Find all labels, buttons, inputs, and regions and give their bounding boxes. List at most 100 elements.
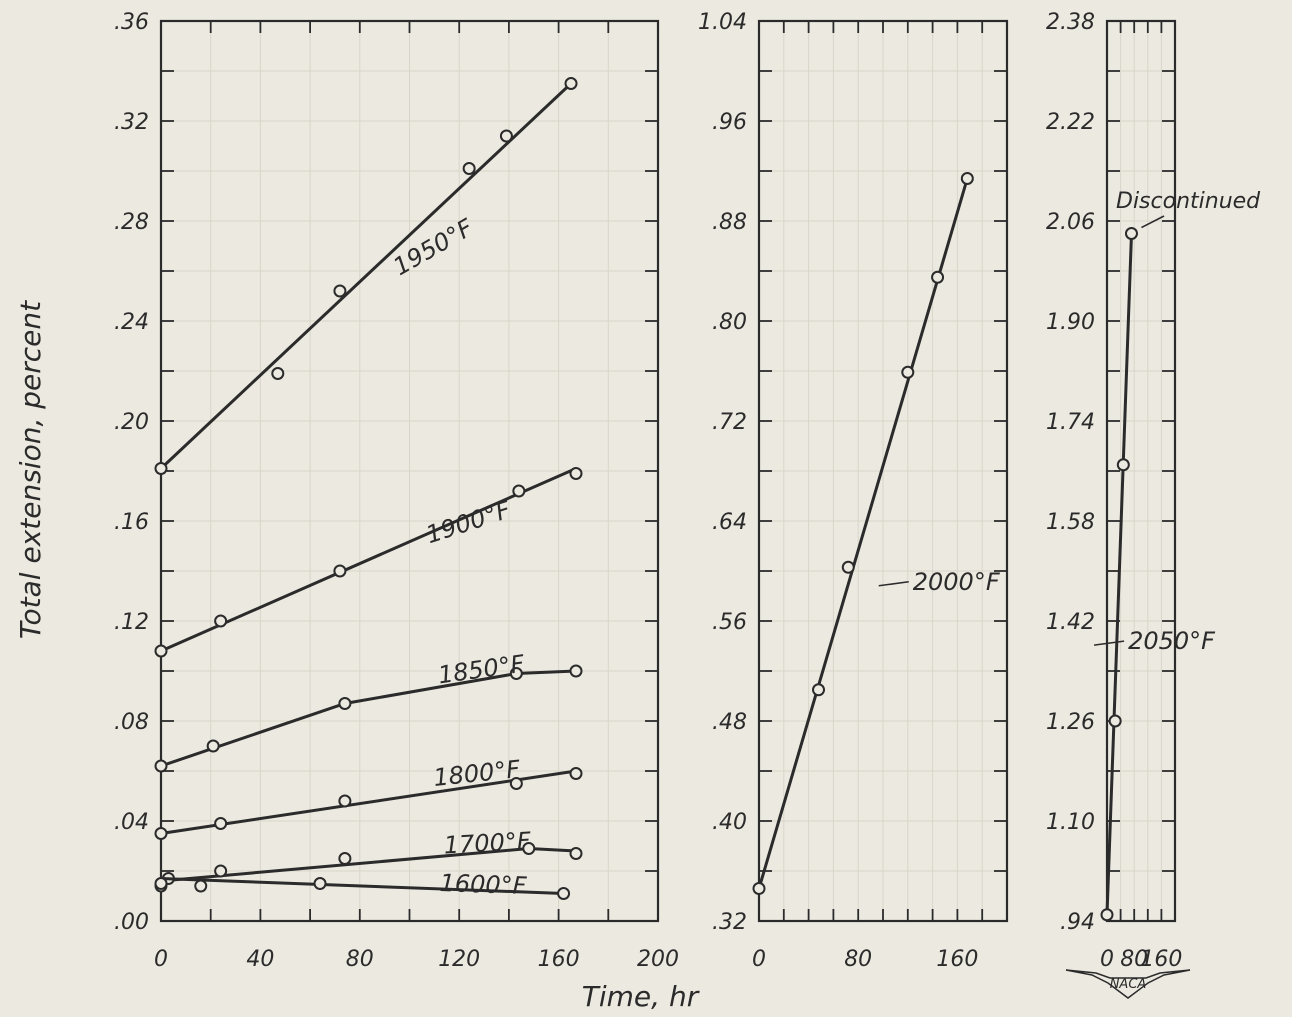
left-x-tick-label: 0 (154, 947, 168, 972)
data-point-2000F (960, 172, 974, 185)
data-point-1800F (509, 777, 523, 790)
data-point-1950F (333, 284, 347, 298)
data-point-1900F (569, 467, 583, 480)
data-point-1700F (338, 852, 352, 865)
left-y-tick-label: .08 (114, 710, 149, 735)
series-label-2000F: 2000°F (913, 568, 1001, 596)
series-2050F: 2050°F (1093, 227, 1216, 922)
data-point-1850F (569, 664, 583, 678)
data-point-1700F (569, 847, 583, 860)
data-point-1950F (271, 367, 285, 380)
series-line-2050F (1105, 233, 1133, 915)
right-x-tick-label: 0 (1100, 947, 1114, 972)
y-axis-label: Total extension, percent (14, 300, 47, 639)
right-y-tick-label: 2.38 (1046, 10, 1095, 35)
left-x-tick-label: 160 (538, 947, 580, 972)
right-x-tick-label: 80 (1120, 947, 1148, 972)
data-point-1600F (154, 877, 168, 890)
series-label-2050F: 2050°F (1128, 627, 1216, 655)
right-y-tick-label: 1.74 (1046, 410, 1095, 435)
left-y-tick-label: .04 (114, 810, 149, 835)
data-point-1800F (214, 817, 228, 830)
data-point-1900F (154, 644, 168, 658)
data-point-1900F (512, 484, 526, 498)
series-leader-2050F (1093, 640, 1125, 646)
middle-y-tick-label: .64 (712, 510, 747, 535)
data-point-1900F (214, 614, 228, 628)
data-point-2000F (901, 365, 915, 379)
data-point-1850F (154, 759, 168, 773)
right-y-tick-label: .94 (1060, 910, 1095, 935)
middle-y-tick-label: .96 (712, 110, 747, 135)
data-point-1800F (338, 794, 352, 808)
annotation-discontinued: Discontinued (1116, 189, 1261, 214)
middle-panel: 0 80 160 .32 .40 .48 .56 .64 .72 .80 .88 .96 1.04 200… (698, 10, 1009, 972)
right-x-tick-label: 160 (1140, 947, 1182, 972)
naca-logo: NACA (1065, 969, 1191, 999)
naca-wings-icon (1065, 969, 1191, 999)
right-y-tick-label: 1.42 (1046, 610, 1095, 635)
series-line-1800F (160, 769, 577, 835)
data-point-1700F (214, 864, 228, 878)
left-y-tick-label: .32 (114, 110, 149, 135)
data-point-1950F (499, 129, 513, 143)
annotation-arrow (1141, 215, 1165, 229)
left-y-tick-label: .12 (114, 610, 149, 635)
data-point-2000F (812, 683, 826, 697)
middle-y-tick-label: .56 (712, 610, 747, 635)
right-y-tick-label: 1.90 (1046, 310, 1095, 335)
left-y-tick-label: .28 (114, 210, 149, 235)
middle-y-tick-label: .88 (712, 210, 747, 235)
data-point-1850F (509, 667, 523, 680)
series-label-1600F: 1600°F (439, 869, 528, 900)
data-point-2050F (1108, 714, 1122, 728)
series-leader-2000F (878, 580, 909, 587)
right-y-tick-label: 1.58 (1046, 510, 1095, 535)
right-y-tick-label: 1.10 (1046, 810, 1095, 835)
middle-x-tick-label: 160 (936, 947, 978, 972)
data-point-2050F (1100, 908, 1114, 922)
middle-x-tick-label: 80 (844, 947, 872, 972)
data-point-1950F (462, 162, 476, 175)
right-y-tick-label: 1.26 (1046, 710, 1095, 735)
right-y-tick-label: 2.06 (1046, 210, 1095, 235)
left-y-tick-label: .24 (114, 310, 149, 335)
left-x-tick-label: 80 (346, 947, 374, 972)
left-x-tick-label: 120 (438, 947, 480, 972)
series-line-1900F (160, 467, 577, 653)
data-point-1950F (154, 462, 168, 475)
middle-y-tick-label: .32 (712, 910, 747, 935)
series-2000F: 2000°F (752, 172, 1001, 895)
data-point-1600F (313, 877, 327, 890)
middle-y-tick-label: .40 (712, 810, 747, 835)
left-x-tick-label: 40 (246, 947, 274, 972)
left-y-tick-label: .20 (114, 410, 149, 435)
data-point-2000F (841, 560, 855, 574)
middle-y-tick-label: .48 (712, 710, 747, 735)
data-point-1900F (333, 564, 347, 578)
x-axis-label: Time, hr (582, 980, 700, 1013)
data-point-1600F (194, 879, 208, 893)
naca-logo-text: NACA (1110, 977, 1147, 992)
middle-x-tick-label: 0 (752, 947, 766, 972)
middle-y-tick-label: .80 (712, 310, 747, 335)
data-point-1850F (206, 739, 220, 753)
series-line-1950F (159, 82, 573, 470)
series-line-1600F (160, 877, 564, 895)
left-x-tick-label: 200 (637, 947, 679, 972)
data-point-1600F (557, 887, 571, 900)
series-1600F: 1600°F (154, 869, 571, 900)
middle-y-tick-label: 1.04 (698, 10, 747, 35)
data-point-1700F (522, 842, 536, 855)
data-point-1800F (569, 767, 583, 780)
left-y-tick-label: .00 (114, 910, 149, 935)
series-line-1850F (160, 669, 577, 768)
left-y-tick-label: .36 (114, 10, 149, 35)
series-line-2000F (757, 178, 969, 889)
data-point-1850F (338, 697, 352, 710)
left-y-tick-label: .16 (114, 510, 149, 535)
data-point-2050F (1124, 227, 1138, 240)
data-point-1800F (154, 827, 168, 840)
